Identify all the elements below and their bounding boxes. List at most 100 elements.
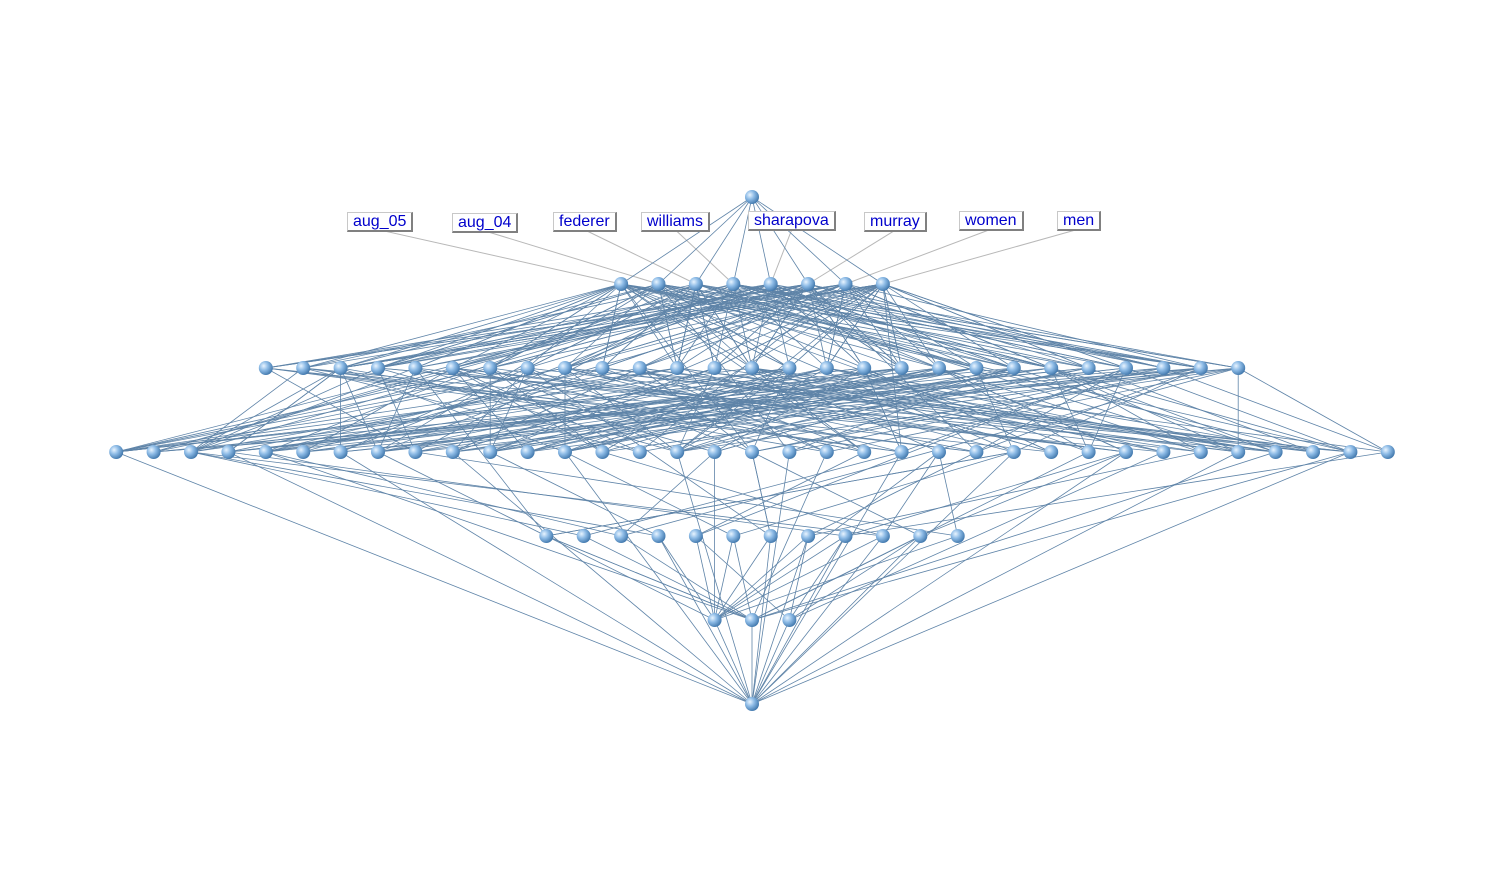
concept-node[interactable] [408, 361, 423, 375]
concept-node[interactable] [520, 361, 535, 375]
concept-node[interactable] [614, 277, 629, 291]
concept-node[interactable] [371, 361, 385, 375]
concept-node[interactable] [258, 361, 273, 375]
concept-node[interactable] [333, 445, 348, 459]
concept-node[interactable] [894, 361, 909, 375]
label-murray[interactable]: murray [864, 212, 927, 232]
concept-node[interactable] [894, 445, 909, 459]
lattice-edge [228, 367, 1052, 453]
concept-node[interactable] [1380, 445, 1395, 459]
concept-node[interactable] [745, 613, 759, 627]
concept-node[interactable] [1119, 361, 1133, 375]
concept-node[interactable] [1044, 445, 1059, 459]
concept-node[interactable] [782, 613, 797, 627]
concept-node[interactable] [576, 529, 591, 543]
concept-node[interactable] [745, 190, 759, 204]
concept-node[interactable] [763, 529, 778, 543]
concept-node[interactable] [1006, 361, 1021, 375]
label-williams[interactable]: williams [641, 212, 710, 232]
concept-node[interactable] [838, 277, 853, 291]
lattice-edge [265, 283, 846, 369]
concept-node[interactable] [483, 445, 498, 459]
concept-node[interactable] [726, 277, 741, 291]
concept-node[interactable] [745, 361, 759, 375]
label-sharapova[interactable]: sharapova [748, 211, 836, 231]
concept-node[interactable] [950, 529, 965, 543]
concept-node[interactable] [707, 361, 722, 375]
concept-node[interactable] [670, 361, 685, 375]
concept-node[interactable] [857, 445, 872, 459]
lattice-edge [714, 367, 1014, 453]
concept-node[interactable] [614, 529, 629, 543]
lattice-edge [490, 283, 809, 369]
concept-node[interactable] [333, 361, 348, 375]
label-men[interactable]: men [1057, 211, 1102, 231]
concept-node[interactable] [969, 445, 984, 459]
concept-node[interactable] [688, 529, 703, 543]
concept-node[interactable] [932, 361, 946, 375]
concept-node[interactable] [707, 613, 722, 627]
concept-node[interactable] [1231, 361, 1246, 375]
lattice-edge [639, 283, 884, 369]
concept-node[interactable] [913, 529, 928, 543]
concept-node[interactable] [296, 361, 311, 375]
concept-node[interactable] [1119, 445, 1133, 459]
concept-node[interactable] [520, 445, 535, 459]
concept-node[interactable] [857, 361, 872, 375]
label-federer[interactable]: federer [553, 212, 617, 232]
concept-node[interactable] [1193, 361, 1208, 375]
concept-node[interactable] [819, 445, 834, 459]
concept-node[interactable] [932, 445, 946, 459]
concept-node[interactable] [782, 445, 797, 459]
concept-node[interactable] [1156, 361, 1171, 375]
concept-node[interactable] [632, 445, 647, 459]
concept-node[interactable] [688, 277, 703, 291]
concept-node[interactable] [371, 445, 385, 459]
concept-node[interactable] [801, 529, 816, 543]
concept-node[interactable] [1306, 445, 1320, 459]
concept-node[interactable] [146, 445, 161, 459]
concept-node[interactable] [1268, 445, 1283, 459]
concept-node[interactable] [819, 361, 834, 375]
concept-node[interactable] [595, 445, 610, 459]
concept-node[interactable] [782, 361, 797, 375]
concept-node[interactable] [745, 445, 759, 459]
concept-node[interactable] [1193, 445, 1208, 459]
concept-node[interactable] [1231, 445, 1246, 459]
concept-node[interactable] [1081, 361, 1096, 375]
concept-node[interactable] [483, 361, 498, 375]
concept-node[interactable] [184, 445, 198, 459]
concept-node[interactable] [1156, 445, 1171, 459]
concept-node[interactable] [1044, 361, 1059, 375]
label-aug-04[interactable]: aug_04 [452, 213, 519, 233]
concept-node[interactable] [651, 529, 666, 543]
concept-node[interactable] [258, 445, 273, 459]
concept-node[interactable] [408, 445, 423, 459]
concept-node[interactable] [875, 277, 890, 291]
concept-node[interactable] [296, 445, 311, 459]
concept-node[interactable] [445, 445, 460, 459]
concept-node[interactable] [651, 277, 666, 291]
concept-node[interactable] [109, 445, 124, 459]
concept-node[interactable] [838, 529, 853, 543]
concept-node[interactable] [801, 277, 816, 291]
concept-node[interactable] [763, 277, 778, 291]
label-women[interactable]: women [959, 211, 1024, 231]
concept-node[interactable] [445, 361, 460, 375]
concept-node[interactable] [558, 445, 572, 459]
concept-node[interactable] [539, 529, 554, 543]
concept-node[interactable] [632, 361, 647, 375]
concept-node[interactable] [875, 529, 890, 543]
concept-node[interactable] [595, 361, 610, 375]
concept-node[interactable] [558, 361, 572, 375]
concept-node[interactable] [1343, 445, 1358, 459]
concept-node[interactable] [707, 445, 722, 459]
concept-node[interactable] [670, 445, 685, 459]
concept-node[interactable] [221, 445, 236, 459]
concept-node[interactable] [1081, 445, 1096, 459]
label-aug-05[interactable]: aug_05 [347, 212, 414, 232]
concept-node[interactable] [745, 697, 759, 711]
concept-node[interactable] [969, 361, 984, 375]
concept-node[interactable] [1006, 445, 1021, 459]
concept-node[interactable] [726, 529, 741, 543]
